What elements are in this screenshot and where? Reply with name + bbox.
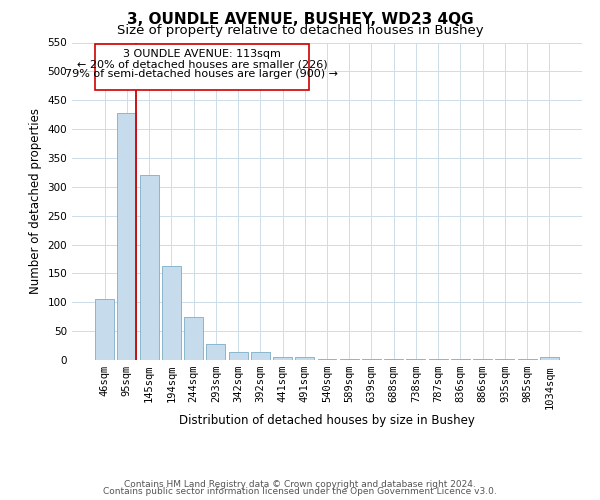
Bar xyxy=(95,300,114,360)
Bar xyxy=(518,359,536,360)
Bar xyxy=(162,266,181,360)
Bar xyxy=(362,359,381,360)
Text: Size of property relative to detached houses in Bushey: Size of property relative to detached ho… xyxy=(116,24,484,37)
Text: ← 20% of detached houses are smaller (226): ← 20% of detached houses are smaller (22… xyxy=(77,59,327,69)
X-axis label: Distribution of detached houses by size in Bushey: Distribution of detached houses by size … xyxy=(179,414,475,427)
Bar xyxy=(406,359,425,360)
Bar xyxy=(429,359,448,360)
Bar xyxy=(118,113,136,360)
FancyBboxPatch shape xyxy=(95,44,309,90)
Bar xyxy=(140,174,158,360)
Bar xyxy=(451,359,470,360)
Bar xyxy=(540,357,559,360)
Bar xyxy=(229,352,248,360)
Text: Contains public sector information licensed under the Open Government Licence v3: Contains public sector information licen… xyxy=(103,487,497,496)
Bar xyxy=(251,352,270,360)
Bar xyxy=(273,357,292,360)
Bar xyxy=(473,359,492,360)
Y-axis label: Number of detached properties: Number of detached properties xyxy=(29,108,42,294)
Bar xyxy=(184,316,203,360)
Bar xyxy=(384,359,403,360)
Text: Contains HM Land Registry data © Crown copyright and database right 2024.: Contains HM Land Registry data © Crown c… xyxy=(124,480,476,489)
Bar xyxy=(295,357,314,360)
Bar xyxy=(340,359,359,360)
Text: 3, OUNDLE AVENUE, BUSHEY, WD23 4QG: 3, OUNDLE AVENUE, BUSHEY, WD23 4QG xyxy=(127,12,473,28)
Text: 79% of semi-detached houses are larger (900) →: 79% of semi-detached houses are larger (… xyxy=(65,69,338,79)
Bar xyxy=(206,344,225,360)
Bar xyxy=(496,359,514,360)
Bar xyxy=(317,359,337,360)
Text: 3 OUNDLE AVENUE: 113sqm: 3 OUNDLE AVENUE: 113sqm xyxy=(123,50,281,59)
